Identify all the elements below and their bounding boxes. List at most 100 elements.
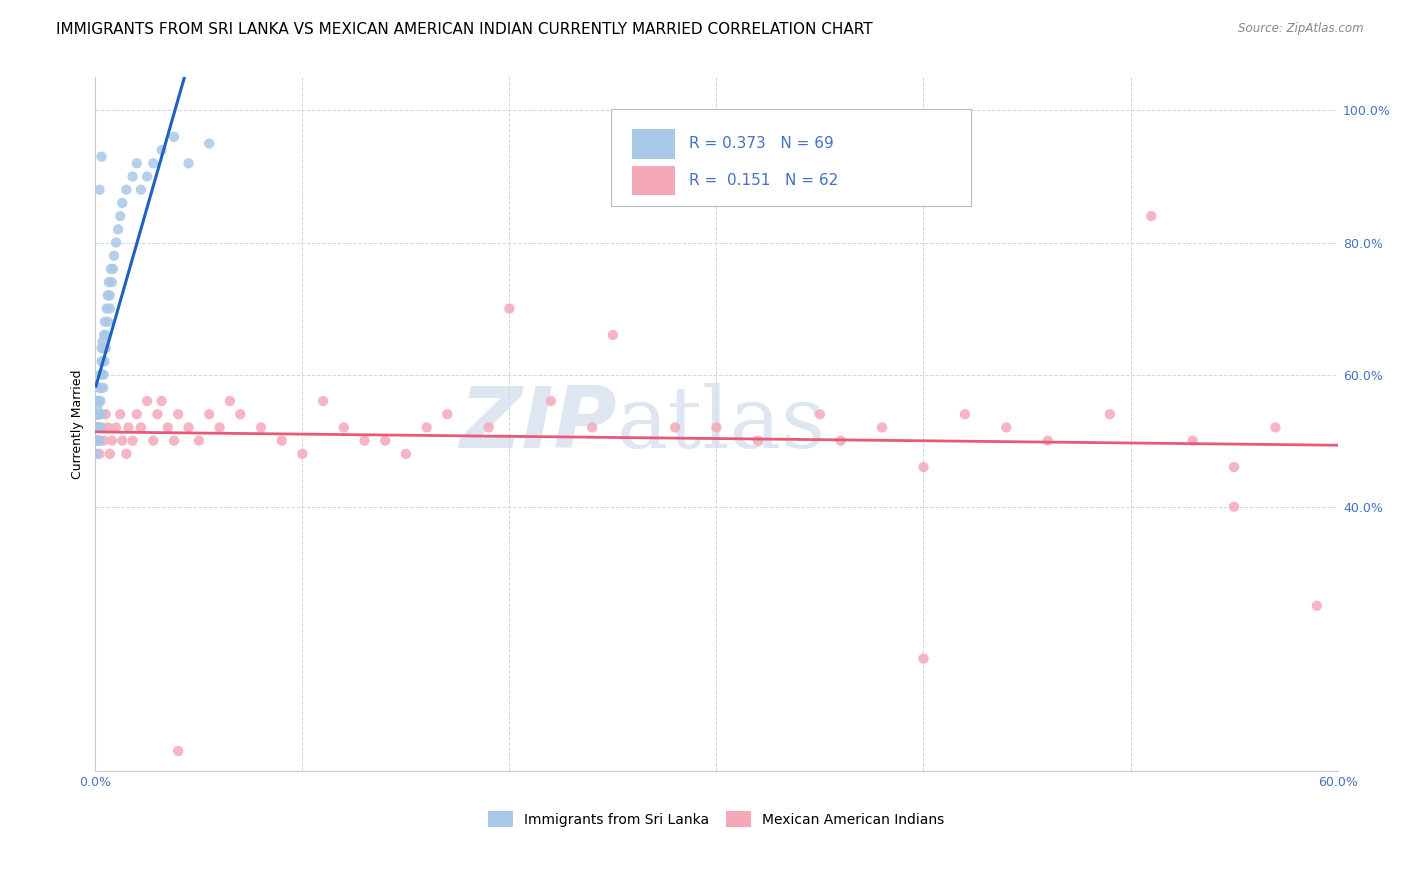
- Point: [86, 394, 108, 409]
- Point: [98, 301, 121, 316]
- Point: [1306, 599, 1329, 613]
- Point: [208, 420, 231, 434]
- Point: [1223, 500, 1246, 514]
- Point: [125, 407, 148, 421]
- Point: [353, 434, 375, 448]
- Point: [198, 136, 221, 151]
- Point: [90, 381, 112, 395]
- Point: [87, 420, 110, 434]
- Point: [108, 209, 131, 223]
- Point: [912, 651, 935, 665]
- Point: [97, 420, 120, 434]
- Point: [1140, 209, 1163, 223]
- Point: [97, 275, 120, 289]
- Point: [121, 434, 143, 448]
- Point: [250, 420, 273, 434]
- Point: [167, 407, 190, 421]
- Point: [1223, 460, 1246, 475]
- Y-axis label: Currently Married: Currently Married: [72, 369, 84, 479]
- Text: IMMIGRANTS FROM SRI LANKA VS MEXICAN AMERICAN INDIAN CURRENTLY MARRIED CORRELATI: IMMIGRANTS FROM SRI LANKA VS MEXICAN AME…: [56, 22, 873, 37]
- Point: [198, 407, 221, 421]
- Point: [808, 407, 831, 421]
- Point: [86, 407, 108, 421]
- Point: [98, 447, 121, 461]
- Point: [84, 420, 107, 434]
- Point: [129, 420, 152, 434]
- Point: [87, 407, 110, 421]
- Point: [86, 434, 108, 448]
- Point: [91, 368, 114, 382]
- FancyBboxPatch shape: [631, 166, 675, 195]
- Point: [93, 354, 115, 368]
- Point: [953, 407, 976, 421]
- Point: [89, 183, 111, 197]
- Text: Source: ZipAtlas.com: Source: ZipAtlas.com: [1239, 22, 1364, 36]
- Point: [150, 394, 173, 409]
- Point: [540, 394, 562, 409]
- Point: [333, 420, 356, 434]
- Point: [86, 447, 108, 461]
- Point: [870, 420, 893, 434]
- Point: [91, 334, 114, 349]
- FancyBboxPatch shape: [631, 129, 675, 159]
- Point: [291, 447, 314, 461]
- Point: [602, 328, 624, 343]
- Point: [111, 195, 134, 210]
- Point: [90, 407, 112, 421]
- Point: [912, 460, 935, 475]
- Point: [156, 420, 179, 434]
- Point: [87, 407, 110, 421]
- Point: [163, 129, 186, 144]
- Text: R =  0.151   N = 62: R = 0.151 N = 62: [689, 172, 838, 187]
- Point: [87, 434, 110, 448]
- Point: [89, 381, 111, 395]
- Point: [415, 420, 437, 434]
- Point: [87, 420, 110, 434]
- Point: [93, 368, 115, 382]
- Point: [136, 169, 159, 184]
- Point: [105, 235, 128, 250]
- Point: [93, 341, 115, 355]
- Point: [86, 420, 108, 434]
- Text: ZIP: ZIP: [460, 383, 617, 466]
- Point: [478, 420, 501, 434]
- Point: [98, 288, 121, 302]
- Point: [163, 434, 186, 448]
- Point: [101, 434, 124, 448]
- Point: [87, 394, 110, 409]
- Point: [94, 407, 117, 421]
- Point: [146, 407, 169, 421]
- Point: [94, 341, 117, 355]
- Point: [86, 434, 108, 448]
- Point: [86, 434, 108, 448]
- Point: [89, 407, 111, 421]
- Point: [136, 394, 159, 409]
- Point: [150, 143, 173, 157]
- Text: R = 0.373   N = 69: R = 0.373 N = 69: [689, 136, 834, 151]
- Point: [89, 420, 111, 434]
- Point: [187, 434, 209, 448]
- Point: [664, 420, 686, 434]
- Point: [101, 262, 124, 277]
- Point: [90, 354, 112, 368]
- Point: [374, 434, 396, 448]
- FancyBboxPatch shape: [610, 109, 972, 206]
- Point: [107, 222, 129, 236]
- Point: [219, 394, 242, 409]
- Point: [706, 420, 728, 434]
- Point: [86, 401, 108, 415]
- Point: [270, 434, 292, 448]
- Point: [84, 434, 107, 448]
- Point: [101, 275, 124, 289]
- Point: [177, 156, 200, 170]
- Point: [89, 434, 111, 448]
- Point: [995, 420, 1018, 434]
- Point: [89, 420, 111, 434]
- Point: [91, 354, 114, 368]
- Point: [86, 434, 108, 448]
- Point: [86, 420, 108, 434]
- Point: [90, 420, 112, 434]
- Point: [747, 434, 769, 448]
- Point: [90, 150, 112, 164]
- Point: [94, 328, 117, 343]
